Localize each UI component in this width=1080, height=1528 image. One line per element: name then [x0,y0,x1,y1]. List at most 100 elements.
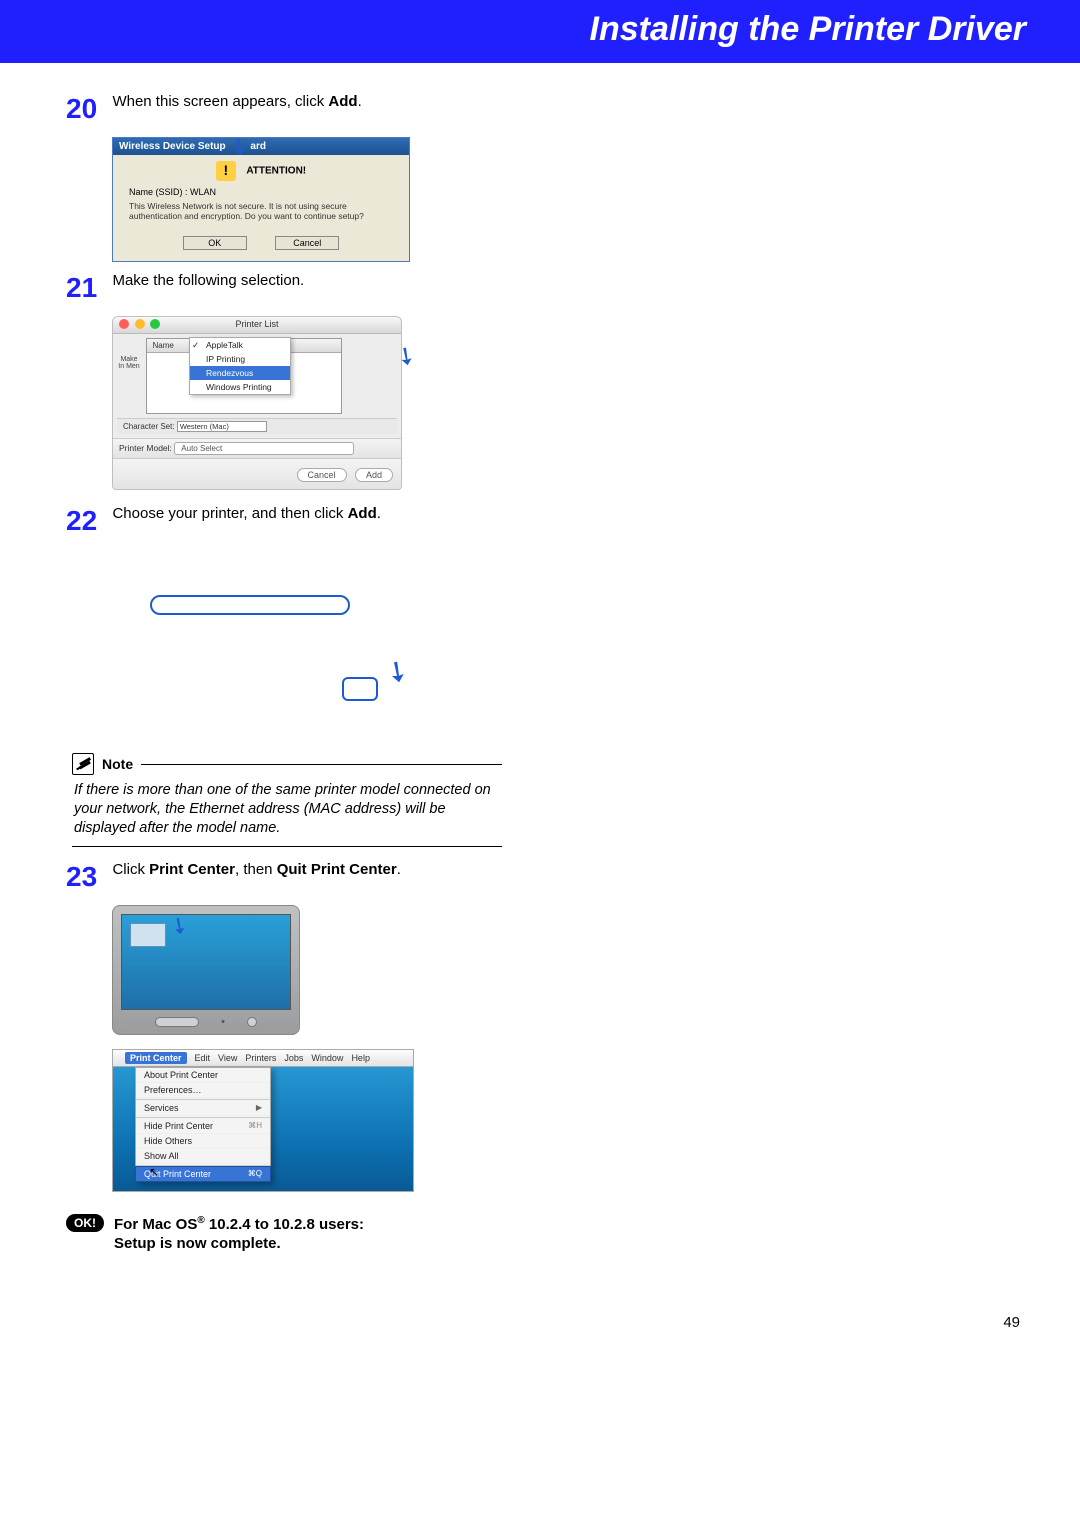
menu-view[interactable]: View [218,1053,237,1063]
s23-p1: Click [112,861,149,878]
note-heading: Note [72,753,502,775]
dropdown-item-windows[interactable]: Windows Printing [190,380,290,394]
warning-icon [216,161,236,181]
step-22-text-bold: Add [348,505,377,522]
step-22-text-pre: Choose your printer, and then click [112,505,347,522]
charset-label: Character Set: [123,422,175,431]
connection-dropdown[interactable]: AppleTalk IP Printing Rendezvous Windows… [189,337,291,395]
dd-about-label: About Print Center [144,1070,218,1080]
dropdown-item-appletalk[interactable]: AppleTalk [190,338,290,352]
titlebar-text-suffix: ard [250,141,266,152]
cancel-button[interactable]: Cancel [297,468,347,482]
model-label: Printer Model: [119,443,172,453]
model-row: Printer Model: Auto Select [113,438,401,458]
step-21-screenshot: Printer List Make In Men Name AppleTalk … [112,316,414,490]
ok-button[interactable]: OK [183,236,247,250]
dd-about[interactable]: About Print Center [136,1068,270,1083]
dd-show-all[interactable]: Show All [136,1149,270,1164]
menu-printers[interactable]: Printers [245,1053,276,1063]
cursor-icon: ↖ [149,1165,159,1179]
window-titlebar: Printer List [113,317,401,334]
menu-window[interactable]: Window [311,1053,343,1063]
dialog-actions: Cancel Add [113,458,401,489]
model-select[interactable]: Auto Select [174,442,354,455]
step-23: 23 Click Print Center, then Quit Print C… [66,861,560,893]
dialog-buttons: OK Cancel [123,233,399,251]
dd-quit-shortcut: ⌘Q [248,1169,262,1179]
attention-label: ATTENTION! [246,166,306,177]
step-20-text-post: . [358,93,362,110]
page-number: 49 [0,1254,1080,1361]
dd-prefs[interactable]: Preferences… [136,1083,270,1098]
dd-hidepc-shortcut: ⌘H [248,1121,262,1131]
cancel-button[interactable]: Cancel [275,236,339,250]
step-23-number: 23 [66,861,108,893]
add-button[interactable]: Add [355,468,393,482]
window-body: Make In Men Name AppleTalk IP Printing R… [113,334,401,438]
monitor-button-icon [247,1017,257,1027]
ok-sup: ® [197,1215,204,1226]
step-20-text-bold: Add [328,93,357,110]
note-label: Note [102,756,133,772]
charset-select[interactable]: Western (Mac) [177,421,267,432]
ok-p1: For Mac OS [114,1216,197,1233]
s23-b2: Quit Print Center [277,861,397,878]
note-body: If there is more than one of the same pr… [72,775,502,847]
ok-badge: OK! [66,1214,104,1232]
s23-b1: Print Center [149,861,235,878]
step-20-number: 20 [66,93,108,125]
pointer-arrow-icon: ➘ [379,652,417,692]
step-22: 22 Choose your printer, and then click A… [66,505,560,537]
menu-help[interactable]: Help [351,1053,370,1063]
note-rule [141,764,502,765]
printer-list-window: Printer List Make In Men Name AppleTalk … [112,316,402,490]
menu-jobs[interactable]: Jobs [284,1053,303,1063]
menu-bar: Print Center Edit View Printers Jobs Win… [113,1050,413,1067]
step-21: 21 Make the following selection. [66,272,560,304]
window-title: Printer List [113,319,401,329]
toolbar-left: Make In Men [117,356,141,370]
dd-hide-pc[interactable]: Hide Print Center ⌘H [136,1119,270,1134]
dd-services[interactable]: Services▶ [136,1101,270,1116]
dd-services-label: Services [144,1103,179,1113]
monitor-slot-icon [155,1017,199,1027]
monitor-footer: • [121,1010,291,1028]
ok-l2: Setup is now complete. [114,1235,281,1252]
step-21-text: Make the following selection. [112,272,304,289]
menu-print-center[interactable]: Print Center [125,1052,187,1064]
highlight-pill [150,595,350,615]
monitor-frame: ➘ • [112,905,300,1035]
pointer-arrow-icon: ➘ [164,910,194,942]
highlight-box [342,677,378,701]
dd-hidepc-label: Hide Print Center [144,1121,213,1131]
step-23-monitor: ➘ • [112,905,560,1035]
dialog-body: ATTENTION! Name (SSID) : WLAN This Wirel… [113,155,409,261]
step-20-screenshot: Wireless Device Setup ➘ ard ATTENTION! N… [112,137,410,262]
ssid-label: Name (SSID) : [129,187,190,197]
dialog-titlebar: Wireless Device Setup ➘ ard [113,138,409,155]
step-22-screenshot: ➘ [126,565,416,735]
dd-hideothers-label: Hide Others [144,1136,192,1146]
ok-p2: 10.2.4 to 10.2.8 users: [205,1216,364,1233]
dropdown-item-ipprinting[interactable]: IP Printing [190,352,290,366]
step-22-text: Choose your printer, and then click Add. [112,505,380,522]
ok-text: For Mac OS® 10.2.4 to 10.2.8 users: Setu… [114,1214,364,1254]
s23-p3: . [397,861,401,878]
pencil-note-icon [72,753,94,775]
attention-row: ATTENTION! [123,161,399,181]
step-21-number: 21 [66,272,108,304]
step-23-menu-screenshot: Print Center Edit View Printers Jobs Win… [112,1049,414,1192]
dd-hide-others[interactable]: Hide Others [136,1134,270,1149]
dd-showall-label: Show All [144,1151,179,1161]
content-column: 20 When this screen appears, click Add. … [0,63,560,1254]
dd-separator [136,1117,270,1118]
step-20-text-pre: When this screen appears, click [112,93,328,110]
titlebar-text-prefix: Wireless Device Setup [119,141,226,152]
menu-edit[interactable]: Edit [195,1053,211,1063]
s23-p2: , then [235,861,277,878]
dropdown-item-rendezvous[interactable]: Rendezvous [190,366,290,380]
dd-prefs-label: Preferences… [144,1085,202,1095]
monitor-screen: ➘ [121,914,291,1010]
mini-window-icon [130,923,166,947]
page-header: Installing the Printer Driver [0,0,1080,63]
